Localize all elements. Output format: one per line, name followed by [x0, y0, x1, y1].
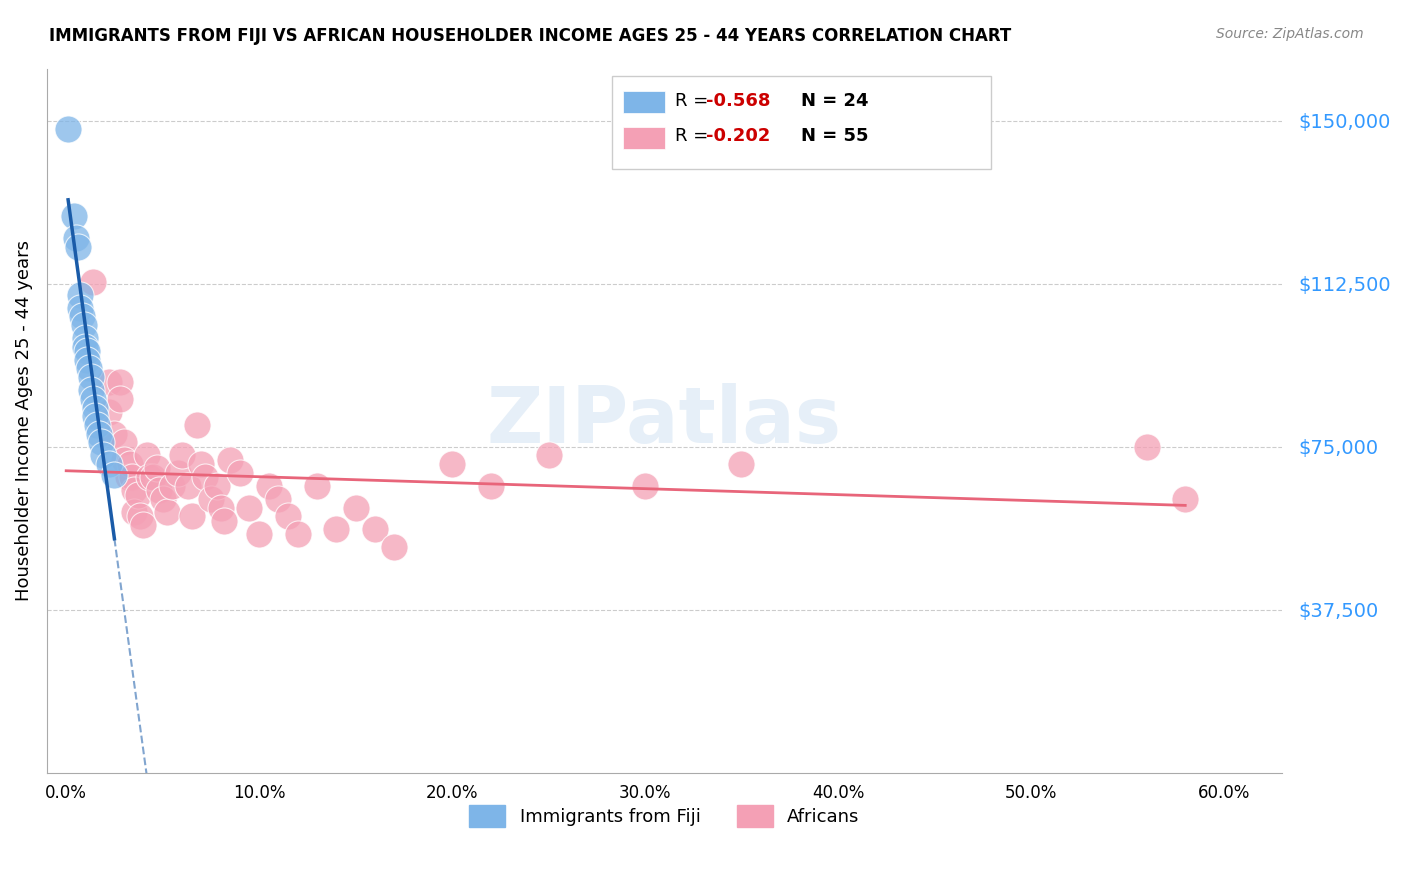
Point: [108, 392, 131, 406]
Point: [214, 514, 236, 528]
Point: [537, 449, 560, 463]
Point: [121, 470, 143, 484]
Point: [97, 375, 120, 389]
Point: [91, 449, 114, 463]
Point: [155, 505, 177, 519]
Point: [75, 340, 97, 354]
Point: [146, 461, 169, 475]
Point: [1136, 440, 1159, 454]
Text: -0.202: -0.202: [706, 128, 770, 145]
Point: [72, 318, 94, 332]
Text: N = 55: N = 55: [801, 128, 869, 145]
Point: [70, 310, 93, 324]
Point: [479, 479, 502, 493]
Point: [75, 331, 97, 345]
Point: [127, 487, 149, 501]
Point: [84, 401, 107, 415]
Point: [167, 466, 190, 480]
Point: [325, 522, 347, 536]
Point: [148, 483, 170, 498]
Point: [162, 479, 184, 493]
Point: [305, 479, 328, 493]
Text: ZIPatlas: ZIPatlas: [486, 383, 842, 458]
Text: R =: R =: [675, 92, 714, 110]
Point: [112, 435, 135, 450]
Legend: Immigrants from Fiji, Africans: Immigrants from Fiji, Africans: [461, 797, 866, 834]
Point: [82, 392, 104, 406]
Point: [152, 491, 174, 506]
Point: [122, 483, 145, 498]
Point: [84, 409, 107, 424]
Point: [229, 466, 252, 480]
Point: [219, 452, 242, 467]
Point: [76, 352, 98, 367]
Text: IMMIGRANTS FROM FIJI VS AFRICAN HOUSEHOLDER INCOME AGES 25 - 44 YEARS CORRELATIO: IMMIGRANTS FROM FIJI VS AFRICAN HOUSEHOL…: [49, 27, 1011, 45]
Point: [142, 470, 165, 484]
Point: [80, 370, 103, 384]
Point: [79, 361, 101, 376]
Text: N = 24: N = 24: [801, 92, 869, 110]
Point: [364, 522, 387, 536]
Point: [186, 417, 208, 432]
Point: [90, 435, 112, 450]
Point: [194, 470, 217, 484]
Point: [180, 509, 202, 524]
Point: [97, 457, 120, 471]
Point: [76, 344, 98, 359]
Text: R =: R =: [675, 128, 714, 145]
Point: [65, 231, 87, 245]
Point: [66, 240, 89, 254]
Point: [344, 500, 367, 515]
Point: [86, 417, 108, 432]
Point: [170, 449, 193, 463]
Point: [238, 500, 260, 515]
Point: [441, 457, 464, 471]
Point: [287, 526, 309, 541]
Point: [247, 526, 270, 541]
Point: [122, 505, 145, 519]
Point: [117, 470, 139, 484]
Point: [118, 457, 141, 471]
Point: [87, 426, 110, 441]
Point: [200, 491, 222, 506]
Text: -0.568: -0.568: [706, 92, 770, 110]
Point: [634, 479, 657, 493]
Point: [132, 518, 155, 533]
Point: [108, 375, 131, 389]
Text: Source: ZipAtlas.com: Source: ZipAtlas.com: [1216, 27, 1364, 41]
Point: [63, 210, 86, 224]
Point: [128, 509, 150, 524]
Point: [382, 540, 405, 554]
Point: [103, 426, 125, 441]
Point: [69, 301, 91, 315]
Y-axis label: Householder Income Ages 25 - 44 years: Householder Income Ages 25 - 44 years: [15, 240, 32, 601]
Point: [136, 449, 159, 463]
Point: [97, 405, 120, 419]
Point: [56, 122, 79, 136]
Point: [190, 457, 212, 471]
Point: [209, 500, 232, 515]
Point: [112, 452, 135, 467]
Point: [1174, 491, 1197, 506]
Point: [103, 467, 125, 482]
Point: [80, 383, 103, 397]
Point: [138, 470, 160, 484]
Point: [267, 491, 290, 506]
Point: [730, 457, 752, 471]
Point: [277, 509, 299, 524]
Point: [82, 275, 104, 289]
Point: [205, 479, 228, 493]
Point: [257, 479, 280, 493]
Point: [177, 479, 200, 493]
Point: [69, 287, 91, 301]
